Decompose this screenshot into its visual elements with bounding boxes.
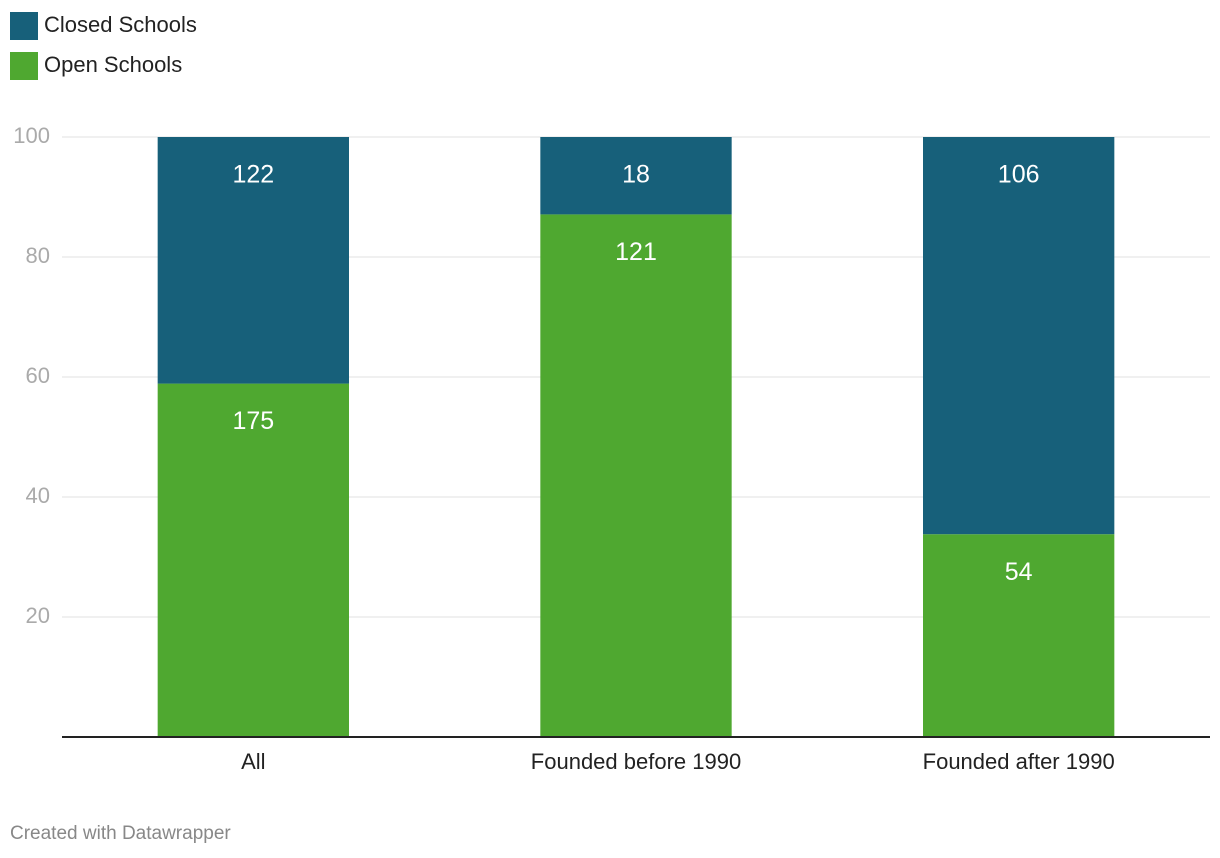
bar-segment bbox=[157, 137, 349, 384]
y-tick-label: 60 bbox=[26, 363, 50, 388]
legend-swatch bbox=[10, 52, 38, 80]
legend-label: Closed Schools bbox=[44, 12, 197, 37]
bar-segment bbox=[540, 137, 732, 215]
data-label: 54 bbox=[1005, 558, 1033, 586]
y-tick-label: 100 bbox=[13, 123, 50, 148]
data-label: 122 bbox=[232, 161, 274, 189]
y-tick-label: 40 bbox=[26, 483, 50, 508]
data-label: 175 bbox=[232, 407, 274, 435]
bar-segment bbox=[540, 214, 732, 737]
x-tick-label: All bbox=[241, 749, 265, 774]
data-label: 106 bbox=[998, 161, 1040, 189]
bar-segment bbox=[157, 383, 349, 737]
x-tick-label: Founded before 1990 bbox=[531, 749, 741, 774]
y-tick-label: 20 bbox=[26, 603, 50, 628]
y-tick-label: 80 bbox=[26, 243, 50, 268]
legend-swatch bbox=[10, 12, 38, 40]
legend-label: Open Schools bbox=[44, 52, 182, 77]
x-tick-label: Founded after 1990 bbox=[923, 749, 1115, 774]
data-label: 121 bbox=[615, 238, 657, 266]
bar-segment bbox=[923, 534, 1115, 737]
footer: Created with Datawrapper bbox=[10, 823, 231, 844]
bar-segment bbox=[923, 137, 1115, 535]
data-label: 18 bbox=[622, 161, 650, 189]
